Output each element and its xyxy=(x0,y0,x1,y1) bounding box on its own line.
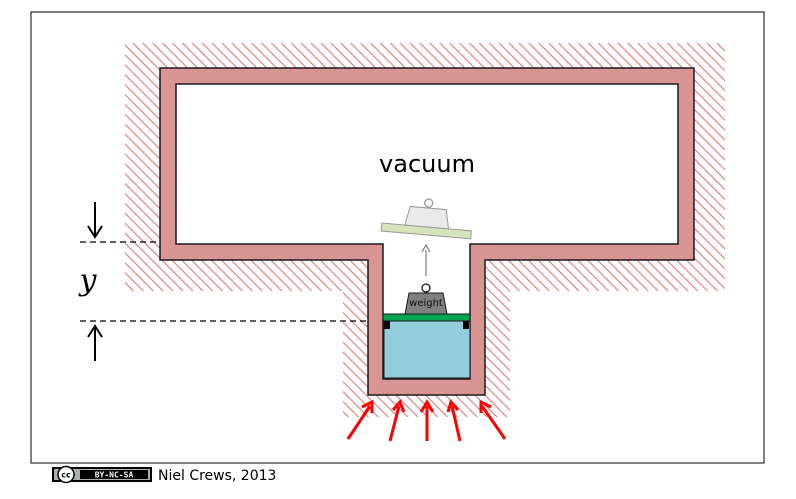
lift-arrow-head xyxy=(421,243,431,253)
piston-stop-left xyxy=(384,321,390,329)
pressure-arrow-5 xyxy=(479,399,507,440)
lifted-piston-ghost xyxy=(380,198,472,240)
piston-plate xyxy=(382,313,471,322)
license-type: BY-NC-SA xyxy=(95,471,134,480)
pressure-arrow-1 xyxy=(346,399,374,440)
down-arrow-icon xyxy=(87,202,103,239)
weight-block xyxy=(404,292,448,315)
weight-label: weight xyxy=(409,298,443,309)
piston-stop-right xyxy=(463,321,469,329)
cc-logo-icon xyxy=(57,465,75,484)
up-arrow-icon xyxy=(87,324,103,361)
license-badge: cc BY-NC-SA xyxy=(52,465,152,484)
weight-handle xyxy=(421,283,431,293)
author-credit: Niel Crews, 2013 xyxy=(158,468,276,484)
pressure-arrow-4 xyxy=(446,398,462,442)
pressure-arrow-2 xyxy=(388,399,406,442)
fluid-column xyxy=(383,320,471,379)
ghost-weight xyxy=(404,205,450,230)
vacuum-label: vacuum xyxy=(379,150,475,178)
cc-logo-text: cc xyxy=(61,471,71,480)
pressure-arrows xyxy=(346,398,507,442)
ghost-weight-handle xyxy=(424,198,434,208)
height-symbol: y xyxy=(78,263,98,298)
pressure-arrow-3 xyxy=(419,399,435,441)
